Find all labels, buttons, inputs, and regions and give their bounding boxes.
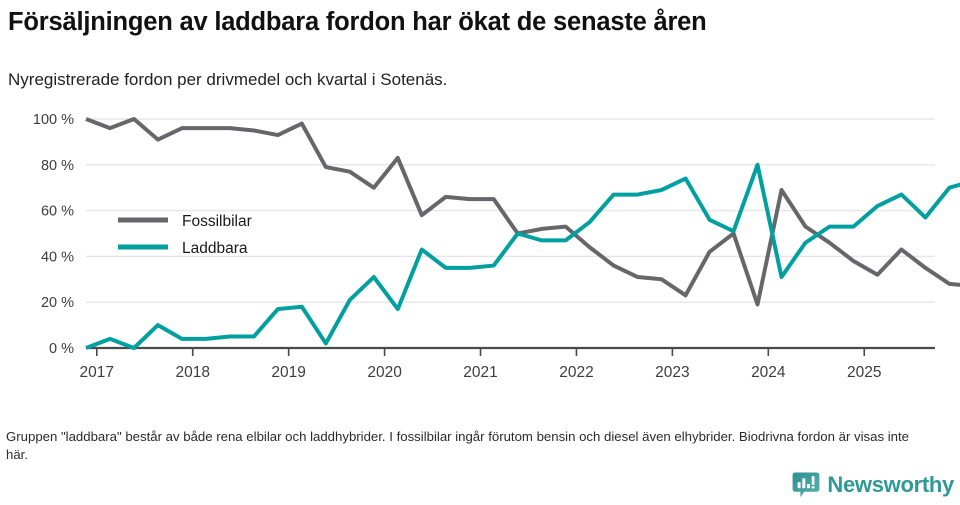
x-tick-label: 2023 — [655, 364, 689, 381]
legend-label-1: Laddbara — [182, 240, 248, 257]
y-tick-label: 40 % — [41, 249, 74, 265]
x-tick-label: 2022 — [559, 364, 593, 381]
y-tick-label: 80 % — [41, 158, 74, 174]
x-tick-label: 2019 — [271, 364, 305, 381]
series-line-laddbara — [85, 162, 960, 350]
legend-label-0: Fossilbilar — [182, 213, 252, 230]
newsworthy-logo[interactable]: Newsworthy — [792, 470, 954, 500]
bar-chart-bubble-icon — [793, 472, 820, 498]
page-title: Försäljningen av laddbara fordon har öka… — [8, 8, 707, 36]
y-tick-label: 20 % — [41, 295, 74, 311]
x-tick-label: 2025 — [847, 364, 881, 381]
x-tick-label: 2024 — [751, 364, 786, 381]
line-chart: 0 % 20 % 40 % 60 % 80 % 100 % 2017 2018 2019 2020… — [33, 112, 960, 381]
y-tick-label: 100 % — [33, 112, 74, 128]
y-tick-label: 60 % — [41, 204, 74, 220]
series-line-fossilbilar — [85, 117, 960, 307]
x-tick-label: 2020 — [367, 364, 402, 381]
y-tick-label: 0 % — [49, 341, 74, 357]
x-tick-label: 2017 — [80, 364, 114, 381]
x-tick-label: 2018 — [175, 364, 209, 381]
logo-text: Newsworthy — [827, 472, 954, 497]
chart-container: 0 % 20 % 40 % 60 % 80 % 100 % 2017 2018 2019 2020… — [0, 105, 960, 390]
x-tick-label: 2021 — [463, 364, 497, 381]
chart-footnote: Gruppen "laddbara" består av både rena e… — [6, 429, 909, 462]
page-subtitle: Nyregistrerade fordon per drivmedel och … — [8, 70, 448, 89]
